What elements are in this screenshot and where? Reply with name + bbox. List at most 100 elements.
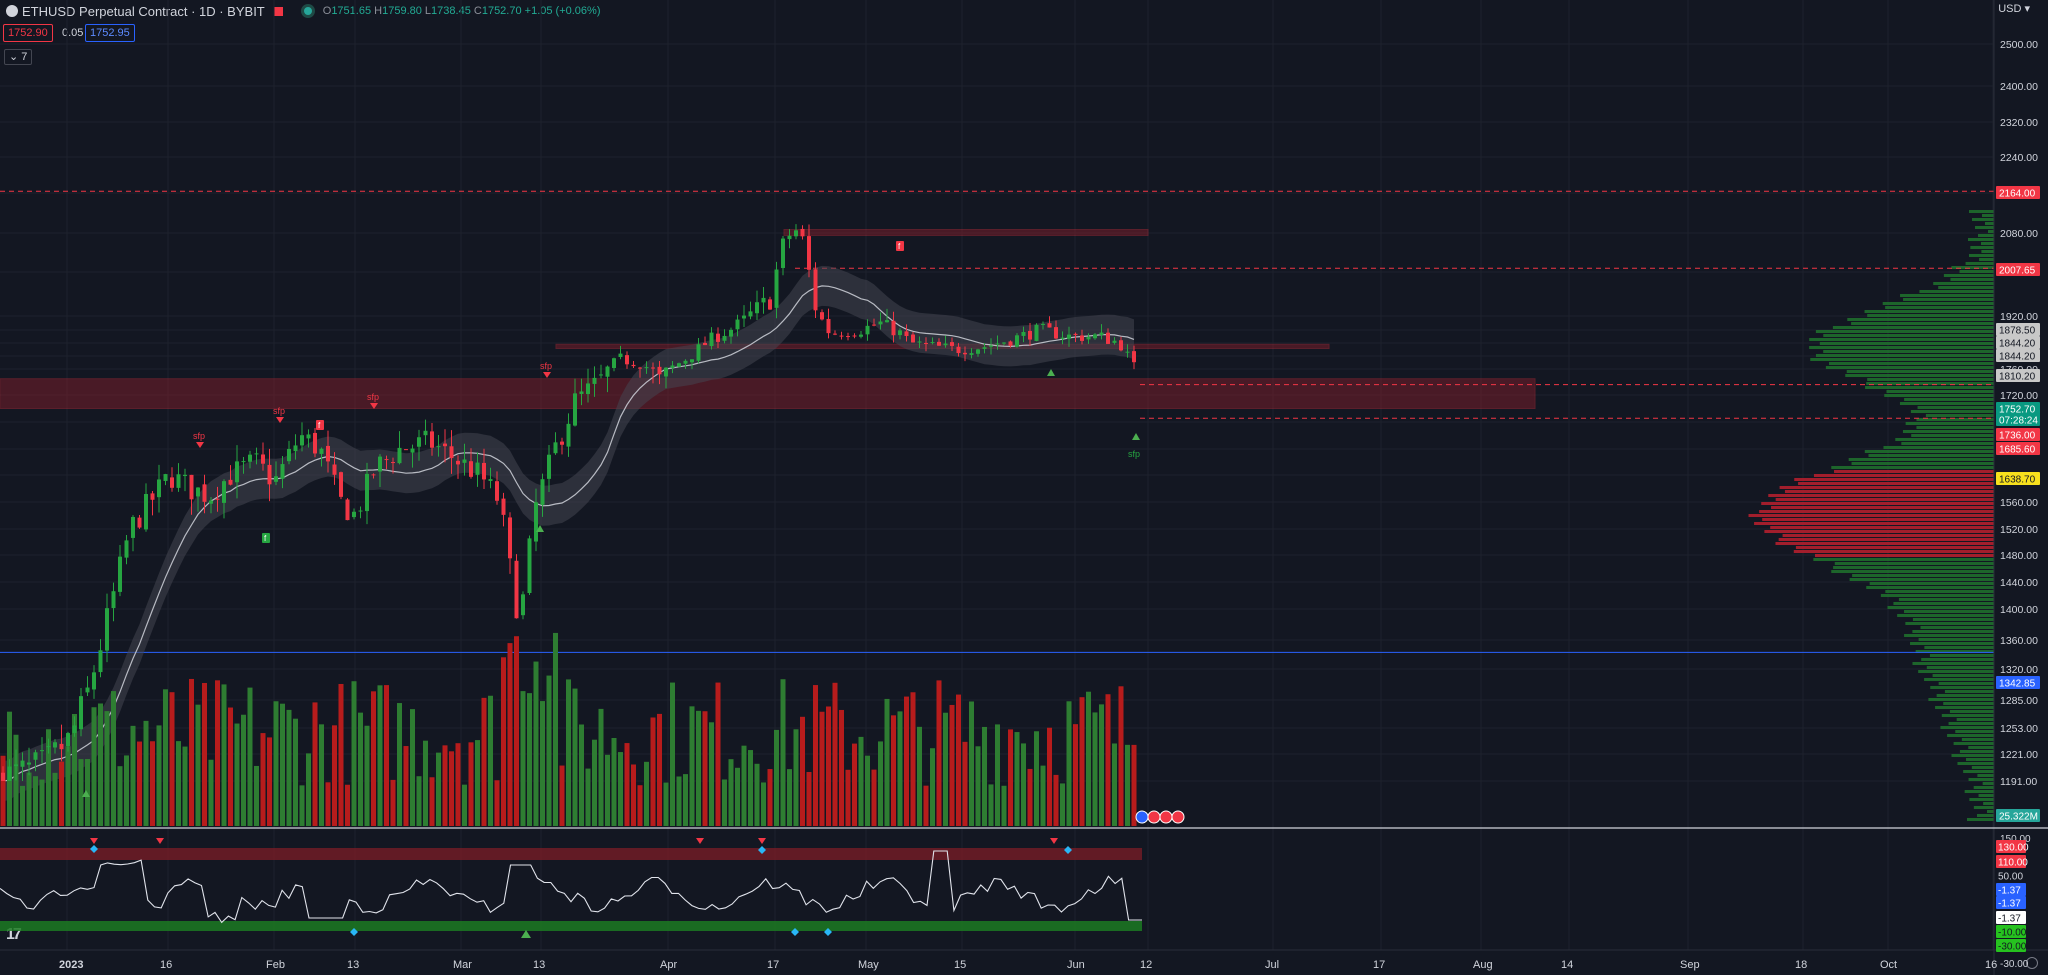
- volume-profile-bar: [1975, 226, 1994, 229]
- flag-icon[interactable]: [273, 6, 283, 16]
- volume-profile-bar: [1828, 362, 1994, 365]
- candle-body: [592, 377, 597, 384]
- volume-profile-bar: [1795, 546, 1994, 549]
- candle-body: [384, 459, 389, 461]
- candle-body: [1015, 335, 1019, 347]
- volume-bar: [267, 737, 272, 826]
- candle-body: [664, 367, 668, 377]
- volume-bar: [540, 701, 545, 826]
- candle-body: [755, 302, 759, 314]
- volume-bar: [364, 725, 370, 826]
- volume-bar: [371, 691, 376, 826]
- volume-bar: [1112, 743, 1117, 826]
- volume-bar: [878, 741, 883, 826]
- volume-bar: [1060, 783, 1065, 826]
- volume-profile-bar: [1963, 770, 1994, 773]
- osc-down-marker: [90, 838, 98, 844]
- candle-body: [72, 725, 77, 733]
- volume-bar: [319, 724, 324, 826]
- osc-label-bg: [1996, 883, 2026, 896]
- candle-body: [423, 430, 428, 436]
- y-tick-label: 1480.00: [2000, 550, 2038, 562]
- volume-bar: [1073, 724, 1078, 826]
- volume-profile-bar: [1880, 594, 1994, 597]
- candle-body: [501, 498, 506, 515]
- candle-body: [254, 453, 259, 455]
- event-icon: [1135, 810, 1149, 824]
- volume-profile-bar: [1951, 266, 1994, 269]
- volume-profile-bar: [1809, 346, 1994, 349]
- candle-body: [20, 760, 25, 767]
- volume-profile-bar: [1940, 726, 1994, 729]
- supply-zone: [0, 378, 1536, 409]
- osc-label-bg: [1996, 896, 2026, 909]
- volume-bar: [715, 682, 721, 826]
- volume-bar: [845, 769, 851, 826]
- x-tick-label: 12: [1140, 959, 1152, 971]
- candle-body: [319, 448, 324, 454]
- volume-bar: [455, 743, 461, 826]
- candle-body: [618, 353, 623, 358]
- volume-bar: [624, 743, 630, 826]
- candle-body: [729, 329, 733, 337]
- settings-icon[interactable]: [2026, 957, 2038, 969]
- candle-body: [124, 540, 129, 558]
- candle-body: [1125, 351, 1130, 353]
- candle-body: [1073, 333, 1078, 335]
- candle-body: [963, 352, 967, 355]
- candle-body: [956, 346, 961, 354]
- volume-bar: [917, 726, 922, 826]
- candle-body: [1080, 335, 1084, 341]
- y-tick-label: 2240.00: [2000, 152, 2038, 164]
- volume-bar: [436, 752, 441, 826]
- x-tick-label: 16: [160, 959, 172, 971]
- volume-bar: [910, 692, 916, 826]
- volume-bar: [936, 680, 942, 826]
- sfp-down-marker: [196, 442, 204, 448]
- volume-profile-bar: [1848, 458, 1994, 461]
- volume-profile-bar: [1775, 542, 1994, 545]
- candle-body: [33, 752, 38, 760]
- candle-body: [573, 393, 577, 426]
- candle-body: [488, 479, 493, 481]
- indicators-toggle-button[interactable]: ⌄ 7: [4, 49, 33, 65]
- volume-bar: [1066, 701, 1072, 826]
- volume-profile-bar: [1943, 702, 1994, 705]
- buy-price-button[interactable]: 1752.95: [85, 24, 135, 42]
- candle-body: [183, 474, 187, 477]
- volume-profile-bar: [1782, 534, 1994, 537]
- price-label: 1878.50: [1999, 326, 2036, 337]
- x-tick-label: Mar: [453, 959, 472, 971]
- candle-body: [774, 269, 779, 308]
- volume-bar: [650, 717, 656, 826]
- sfp-label: sfp: [273, 406, 285, 416]
- y-tick-label: 1320.00: [2000, 664, 2038, 676]
- x-tick-label: Apr: [660, 959, 677, 971]
- candle-body: [293, 445, 298, 452]
- volume-bar: [1131, 744, 1137, 826]
- ma-line: [2, 285, 1135, 782]
- y-tick-label: 1720.00: [2000, 390, 2038, 402]
- price-label: 1752.70: [1999, 405, 2036, 416]
- volume-bar: [871, 769, 877, 826]
- volume-bar: [735, 767, 740, 826]
- candle-body: [677, 363, 681, 367]
- candle-body: [976, 349, 980, 354]
- candle-body: [924, 342, 928, 344]
- volume-bar: [247, 687, 253, 826]
- volume-bar: [527, 693, 532, 826]
- volume-profile-bar: [1964, 790, 1994, 793]
- volume-profile-bar: [1929, 654, 1994, 657]
- volume-profile-bar: [1793, 550, 1994, 553]
- volume-bar: [982, 726, 987, 826]
- open-value: 1751.65: [331, 5, 372, 17]
- volume-profile-bar: [1930, 686, 1994, 689]
- volume-profile-bar: [1832, 326, 1994, 329]
- candle-body: [657, 366, 662, 375]
- price-label: 25.322M: [1999, 812, 2038, 823]
- currency-selector[interactable]: USD ▾: [1998, 3, 2030, 15]
- volume-bar: [598, 708, 604, 826]
- sell-price-button[interactable]: 1752.90: [3, 24, 53, 42]
- symbol-title[interactable]: ETHUSD Perpetual Contract · 1D · BYBIT: [22, 3, 265, 19]
